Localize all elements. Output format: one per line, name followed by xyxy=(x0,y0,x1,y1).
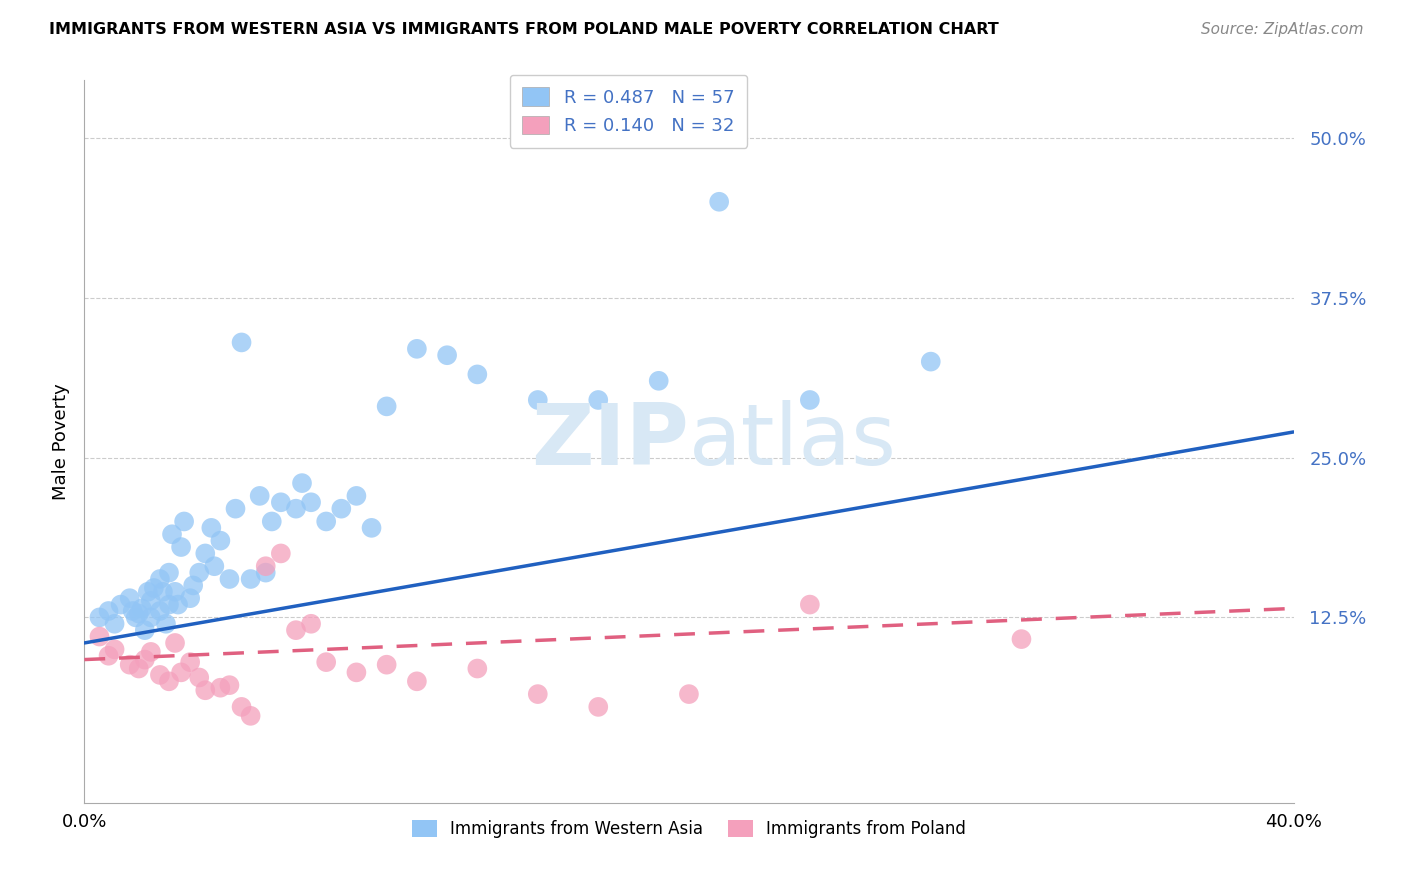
Point xyxy=(270,495,292,509)
Point xyxy=(149,668,172,682)
Point xyxy=(89,630,111,644)
Point xyxy=(104,642,127,657)
Point xyxy=(160,527,183,541)
Point xyxy=(89,610,111,624)
Point xyxy=(315,515,337,529)
Point xyxy=(527,392,550,407)
Y-axis label: Male Poverty: Male Poverty xyxy=(52,384,70,500)
Point xyxy=(406,674,429,689)
Point xyxy=(588,392,610,407)
Point xyxy=(139,610,162,624)
Point xyxy=(436,348,458,362)
Point xyxy=(678,687,700,701)
Point xyxy=(149,604,172,618)
Point xyxy=(375,657,398,672)
Point xyxy=(588,699,610,714)
Point xyxy=(239,572,262,586)
Point xyxy=(110,598,132,612)
Point xyxy=(254,559,277,574)
Point xyxy=(170,665,193,680)
Point xyxy=(125,610,148,624)
Point xyxy=(231,335,253,350)
Point xyxy=(149,572,172,586)
Point xyxy=(239,709,262,723)
Point xyxy=(170,540,193,554)
Point xyxy=(181,578,204,592)
Point xyxy=(285,623,308,637)
Point xyxy=(299,495,322,509)
Point xyxy=(315,655,337,669)
Point xyxy=(249,489,271,503)
Point xyxy=(467,661,489,675)
Text: IMMIGRANTS FROM WESTERN ASIA VS IMMIGRANTS FROM POLAND MALE POVERTY CORRELATION : IMMIGRANTS FROM WESTERN ASIA VS IMMIGRAN… xyxy=(49,22,998,37)
Point xyxy=(118,657,141,672)
Point xyxy=(139,593,162,607)
Legend: Immigrants from Western Asia, Immigrants from Poland: Immigrants from Western Asia, Immigrants… xyxy=(405,814,973,845)
Point xyxy=(128,607,150,621)
Point xyxy=(97,648,120,663)
Point xyxy=(139,645,162,659)
Point xyxy=(527,687,550,701)
Point xyxy=(231,699,253,714)
Text: Source: ZipAtlas.com: Source: ZipAtlas.com xyxy=(1201,22,1364,37)
Point xyxy=(128,661,150,675)
Point xyxy=(225,501,247,516)
Point xyxy=(648,374,671,388)
Point xyxy=(136,584,159,599)
Point xyxy=(260,515,283,529)
Point xyxy=(346,665,368,680)
Text: atlas: atlas xyxy=(689,400,897,483)
Point xyxy=(920,354,942,368)
Point xyxy=(254,566,277,580)
Point xyxy=(155,616,177,631)
Point xyxy=(346,489,368,503)
Point xyxy=(188,566,211,580)
Point xyxy=(467,368,489,382)
Point xyxy=(291,476,314,491)
Point xyxy=(285,501,308,516)
Point xyxy=(131,601,153,615)
Point xyxy=(202,559,225,574)
Point xyxy=(157,566,180,580)
Point xyxy=(134,623,156,637)
Point xyxy=(179,655,201,669)
Point xyxy=(270,546,292,560)
Point xyxy=(799,598,821,612)
Point xyxy=(218,572,240,586)
Point xyxy=(157,598,180,612)
Point xyxy=(709,194,731,209)
Point xyxy=(375,400,398,414)
Point xyxy=(209,681,232,695)
Point xyxy=(167,598,190,612)
Point xyxy=(97,604,120,618)
Point xyxy=(330,501,353,516)
Point xyxy=(406,342,429,356)
Point xyxy=(209,533,232,548)
Point xyxy=(299,616,322,631)
Point xyxy=(218,678,240,692)
Point xyxy=(152,584,174,599)
Point xyxy=(121,604,143,618)
Text: ZIP: ZIP xyxy=(531,400,689,483)
Point xyxy=(165,584,187,599)
Point xyxy=(1011,632,1033,646)
Point xyxy=(157,674,180,689)
Point xyxy=(188,671,211,685)
Point xyxy=(142,581,165,595)
Point xyxy=(104,616,127,631)
Point xyxy=(173,515,195,529)
Point xyxy=(118,591,141,606)
Point xyxy=(179,591,201,606)
Point xyxy=(200,521,222,535)
Point xyxy=(360,521,382,535)
Point xyxy=(194,546,217,560)
Point xyxy=(134,652,156,666)
Point xyxy=(165,636,187,650)
Point xyxy=(799,392,821,407)
Point xyxy=(194,683,217,698)
